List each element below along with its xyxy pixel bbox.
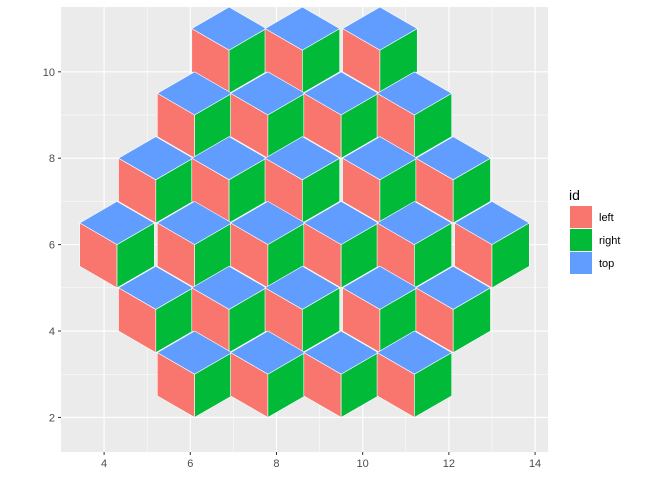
cube-face-right xyxy=(302,157,340,224)
cube-face-right xyxy=(491,222,530,289)
y-tick-label: 8 xyxy=(49,153,55,165)
y-tick-label: 2 xyxy=(49,412,55,424)
x-tick-label: 12 xyxy=(443,458,455,470)
legend-label-left: left xyxy=(599,212,614,224)
y-tick-label: 6 xyxy=(49,240,55,252)
x-tick-label: 8 xyxy=(273,458,279,470)
x-tick-label: 14 xyxy=(529,458,541,470)
legend-key-left xyxy=(570,206,592,228)
cube-face-right xyxy=(302,28,340,94)
cube-face-right xyxy=(414,92,453,159)
cube-face-right xyxy=(452,157,491,224)
legend-label-right: right xyxy=(599,235,620,247)
x-tick-label: 6 xyxy=(187,458,193,470)
cube-face-right xyxy=(116,222,155,289)
cube-face-right xyxy=(302,287,340,354)
x-tick-label: 10 xyxy=(357,458,369,470)
legend-key-right xyxy=(570,229,592,251)
legend-label-top: top xyxy=(599,258,614,270)
x-axis: 4 6 8 10 12 14 xyxy=(101,452,541,470)
cube-face-right xyxy=(452,287,491,354)
y-tick-label: 4 xyxy=(49,326,55,338)
cube-face-right xyxy=(414,222,453,289)
x-tick-label: 4 xyxy=(101,458,107,470)
legend-title: id xyxy=(569,187,580,203)
cube-face-right xyxy=(414,352,453,418)
y-tick-label: 10 xyxy=(43,67,55,79)
cubes xyxy=(79,6,530,418)
legend: id left right top xyxy=(569,187,620,274)
legend-key-top xyxy=(570,252,592,274)
y-axis: 2 4 6 8 10 xyxy=(43,67,61,424)
